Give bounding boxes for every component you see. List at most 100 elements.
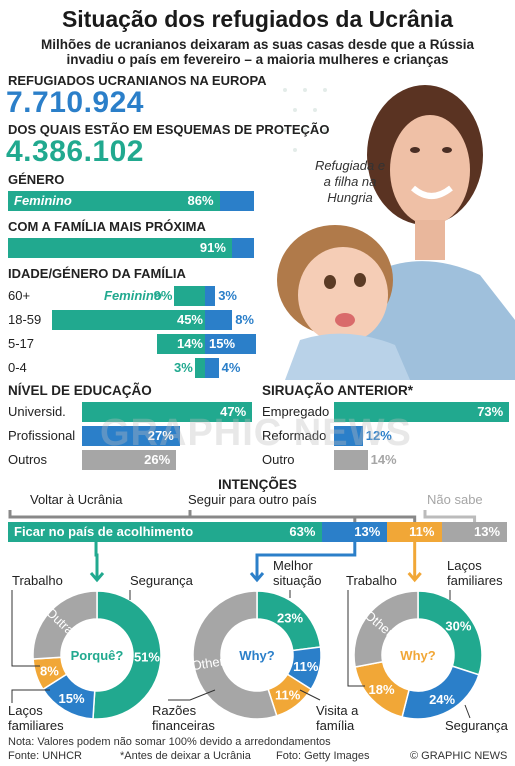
age-female-value: 14% — [176, 336, 203, 351]
caption-line-3: Hungria — [327, 190, 373, 205]
page-subtitle: Milhões de ucranianos deixaram as suas c… — [0, 37, 515, 67]
donut-slice-value: 23% — [277, 610, 303, 625]
gender-female-label: Feminino — [14, 193, 72, 208]
caption-line-2: a filha na — [323, 174, 377, 189]
pie1-seguranca-label: Segurança — [130, 573, 193, 588]
intent-move-label: Seguir para outro país — [188, 492, 317, 507]
donut-leader-line — [11, 689, 50, 703]
family-title: COM A FAMÍLIA MAIS PRÓXIMA — [8, 219, 206, 234]
intent-segment — [8, 522, 323, 542]
donut-center-label: Why? — [400, 648, 435, 663]
age-category-label: 18-59 — [8, 312, 42, 327]
pie3-lacos-line1: Laços — [447, 558, 482, 573]
gender-title: GÉNERO — [8, 172, 65, 187]
situation-value: 12% — [365, 428, 392, 443]
footer-note: Nota: Valores podem não somar 100% devid… — [8, 736, 331, 748]
footer-footnote: *Antes de deixar a Ucrânia — [120, 750, 251, 762]
pie1-trabalho-label: Trabalho — [12, 573, 63, 588]
donut-slice — [92, 590, 162, 720]
photo-illustration — [265, 70, 515, 380]
intentions-title: INTENÇÕES — [218, 477, 297, 492]
intent-stay-label: Ficar no país de acolhimento — [14, 524, 194, 539]
intent-return-label: Voltar à Ucrânia — [30, 492, 123, 507]
age-category-label: 5-17 — [8, 336, 35, 351]
pie3-lacos-line2: familiares — [447, 573, 503, 588]
family-bar — [8, 238, 232, 258]
age-male-value: 8% — [235, 312, 254, 327]
age-legend-female: Feminino — [104, 288, 162, 303]
pie2-razoes-label: Razões financeiras — [152, 703, 215, 733]
education-value: 47% — [220, 404, 247, 419]
donut-slice-value: 30% — [445, 619, 471, 634]
pie2-razoes-line2: financeiras — [152, 718, 215, 733]
donut-leader-line — [464, 704, 471, 719]
photo-refugees — [265, 70, 515, 380]
situation-category-label: Empregado — [262, 404, 330, 419]
family-rest-bar — [231, 238, 254, 258]
intent-value: 63% — [289, 524, 316, 539]
age-male-value: 15% — [209, 336, 236, 351]
donut-leader-line — [347, 590, 365, 687]
situation-category-label: Outro — [262, 452, 295, 467]
intent-segment — [387, 522, 443, 542]
age-male-bar — [205, 310, 233, 330]
donut-center-label: Why? — [239, 648, 274, 663]
education-value: 27% — [147, 428, 174, 443]
donut-slice-value: 51% — [134, 650, 160, 665]
education-bar — [82, 426, 180, 446]
situation-bar — [334, 426, 363, 446]
connector-line — [94, 542, 99, 578]
donut-slice — [32, 590, 98, 660]
intent-value: 13% — [354, 524, 381, 539]
pie2-visita-line1: Visita a — [316, 703, 359, 718]
footer-copyright: © GRAPHIC NEWS — [410, 750, 508, 762]
intent-unknown-label: Não sabe — [427, 492, 483, 507]
pie2-visita-label: Visita a família — [316, 703, 358, 733]
education-title: NÍVEL DE EDUCAÇÃO — [8, 383, 152, 398]
age-male-value: 3% — [218, 288, 237, 303]
connector-arrowhead — [249, 572, 265, 583]
gender-male-bar — [219, 191, 254, 211]
gender-female-value: 86% — [187, 193, 214, 208]
donut-slice — [192, 590, 278, 720]
education-bar — [82, 450, 177, 470]
age-female-bar — [157, 334, 205, 354]
connector-line — [188, 510, 417, 522]
donut-leader-line — [168, 689, 216, 701]
pie3-trabalho-label: Trabalho — [346, 573, 397, 588]
connector-line — [8, 510, 357, 522]
intent-segment — [442, 522, 507, 542]
education-bar — [82, 402, 253, 422]
footer-photo-credit: Foto: Getty Images — [276, 750, 370, 762]
age-female-bar — [194, 358, 205, 378]
intent-value: 11% — [409, 524, 435, 539]
intent-segment — [322, 522, 388, 542]
caption-line-1: Refugiada e — [314, 158, 386, 173]
pie1-lacos-line2: familiares — [8, 718, 64, 733]
gender-female-bar — [8, 191, 220, 211]
age-female-value: 3% — [174, 360, 193, 375]
age-female-value: 9% — [153, 288, 173, 303]
age-category-label: 0-4 — [8, 360, 27, 375]
situation-title: SIRUAÇÃO ANTERIOR* — [262, 383, 414, 398]
age-male-bar — [205, 358, 219, 378]
photo-caption: Refugiada e a filha na Hungria — [300, 158, 400, 206]
pie2-melhor-line2: situação — [273, 573, 322, 588]
age-male-value: 4% — [221, 360, 241, 375]
connector-line — [423, 510, 477, 522]
age-male-bar — [205, 334, 256, 354]
donut-center-label: Porquê? — [71, 648, 124, 663]
situation-bar — [334, 402, 510, 422]
pie2-melhor-line1: Melhor — [273, 558, 313, 573]
pie2-razoes-line1: Razões — [152, 703, 197, 718]
connector-arrowhead — [89, 572, 105, 583]
pie3-lacos-label: Laços familiares — [447, 558, 503, 588]
age-female-bar — [174, 286, 205, 306]
refugees-value: 7.710.924 — [6, 86, 144, 119]
donut-leader-line — [11, 590, 40, 667]
connector-arrowhead — [407, 572, 422, 583]
donut-slice-value: 24% — [429, 692, 455, 707]
family-value: 91% — [199, 240, 226, 255]
pie3-seguranca-label: Segurança — [445, 718, 508, 733]
